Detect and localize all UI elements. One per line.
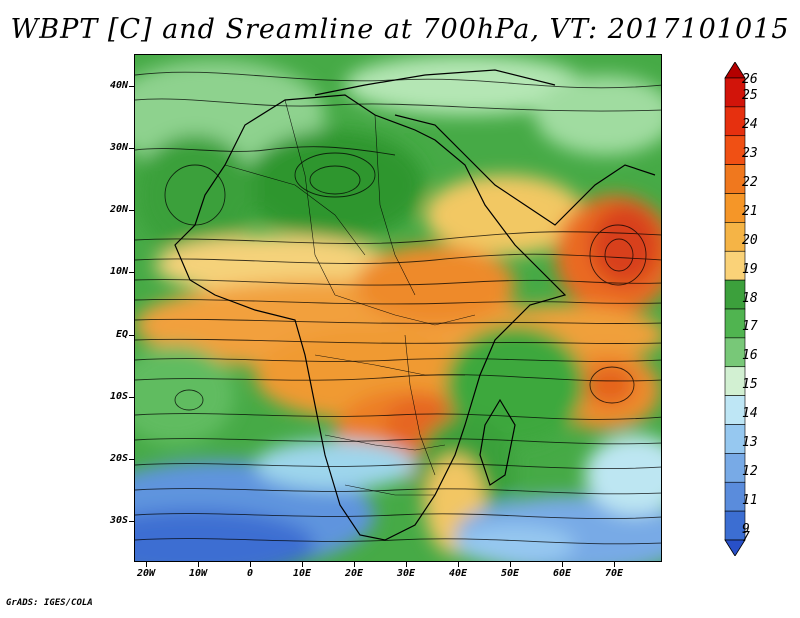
lat-tick: [129, 335, 134, 336]
colorbar-label: 19: [742, 261, 758, 277]
lon-tick: [406, 562, 407, 567]
colorbar-label: 16: [742, 348, 758, 364]
lon-label-20e: 20E: [344, 568, 364, 579]
lon-tick: [562, 562, 563, 567]
colorbar-label: 24: [742, 117, 758, 133]
map-panel[interactable]: [134, 54, 662, 562]
colorbar-label: 12: [742, 463, 758, 479]
lat-label-30s: 30S: [109, 515, 128, 526]
lon-label-0: 0: [246, 568, 254, 579]
lon-tick: [510, 562, 511, 567]
lon-tick: [250, 562, 251, 567]
colorbar-label: 18: [742, 290, 758, 306]
colorbar-label: 13: [742, 434, 758, 450]
colorbar: [724, 62, 746, 556]
streamlines: [135, 71, 661, 545]
lat-label-10s: 10S: [109, 391, 128, 402]
colorbar-label: 15: [742, 377, 758, 393]
lon-label-40e: 40E: [448, 568, 468, 579]
colorbar-label: 14: [742, 406, 758, 422]
lon-label-50e: 50E: [500, 568, 520, 579]
lat-label-20s: 20S: [109, 453, 128, 464]
coastlines: [174, 69, 656, 541]
lat-label-30n: 30N: [109, 142, 128, 153]
colorbar-label: 17: [742, 319, 758, 335]
colorbar-label: 25: [742, 88, 758, 104]
lon-tick: [302, 562, 303, 567]
lon-label-20w: 20W: [136, 568, 156, 579]
colorbar-label: 21: [742, 203, 758, 219]
colorbar-bottom-arrow: [724, 539, 746, 556]
colorbar-label: 20: [742, 232, 758, 248]
country-borders: [224, 99, 476, 496]
lat-label-eq: EQ: [115, 329, 128, 340]
lon-tick: [198, 562, 199, 567]
colorbar-label: 26: [742, 72, 758, 87]
colorbar-label: 23: [742, 146, 758, 162]
lon-label-30e: 30E: [396, 568, 416, 579]
lat-label-20n: 20N: [109, 204, 128, 215]
footer-credit: GrADS: IGES/COLA: [6, 598, 93, 608]
lon-label-60e: 60E: [552, 568, 572, 579]
colorbar-label: 7: [742, 530, 750, 545]
lon-tick: [614, 562, 615, 567]
lat-tick: [129, 521, 134, 522]
temperature-shading: [135, 55, 661, 561]
lon-tick: [458, 562, 459, 567]
lat-tick: [129, 148, 134, 149]
lat-label-40n: 40N: [109, 80, 128, 91]
lat-tick: [129, 397, 134, 398]
colorbar-label: 11: [742, 492, 758, 508]
lon-label-10w: 10W: [188, 568, 208, 579]
lon-tick: [146, 562, 147, 567]
lon-tick: [354, 562, 355, 567]
colorbar-label: 9: [742, 521, 750, 537]
lon-label-70e: 70E: [604, 568, 624, 579]
lat-tick: [129, 459, 134, 460]
wbpt-field-map: [135, 55, 661, 561]
lat-tick: [129, 210, 134, 211]
lat-tick: [129, 86, 134, 87]
colorbar-label: 22: [742, 175, 758, 191]
chart-title: WBPT [C] and Sreamline at 700hPa, VT: 20…: [10, 14, 790, 45]
lon-label-10e: 10E: [292, 568, 312, 579]
lat-label-10n: 10N: [109, 266, 128, 277]
lat-tick: [129, 272, 134, 273]
